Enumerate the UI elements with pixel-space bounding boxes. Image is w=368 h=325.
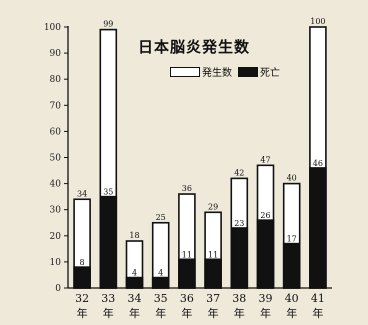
data-label-occurrence: 36	[182, 184, 192, 193]
x-category-number: 40	[285, 292, 299, 305]
data-label-occurrence: 99	[103, 20, 113, 29]
data-label-deaths: 46	[313, 159, 323, 168]
y-tick-label: 70	[50, 101, 62, 111]
y-tick-label: 30	[50, 206, 62, 216]
y-tick-label: 40	[50, 180, 62, 190]
x-category-number: 37	[206, 292, 220, 305]
data-label-occurrence: 47	[260, 155, 270, 164]
data-label-deaths: 4	[132, 269, 137, 278]
data-label-occurrence: 34	[77, 189, 87, 198]
bar-deaths	[282, 242, 301, 289]
data-label-occurrence: 25	[156, 213, 166, 222]
data-label-deaths: 17	[287, 235, 297, 244]
x-category-unit: 年	[77, 306, 88, 320]
data-label-occurrence: 40	[287, 174, 297, 183]
y-tick-label: 100	[44, 23, 61, 33]
data-label-deaths: 4	[158, 269, 163, 278]
bar-deaths	[99, 195, 118, 289]
data-label-occurrence: 100	[310, 17, 325, 26]
x-category-unit: 年	[155, 306, 166, 320]
y-tick-label: 10	[50, 258, 62, 268]
data-label-deaths: 11	[208, 250, 218, 259]
bar-deaths	[151, 276, 170, 289]
x-category-unit: 年	[260, 306, 271, 320]
bar-deaths	[178, 258, 196, 289]
chart-legend: 発生数 死亡	[170, 64, 280, 79]
data-label-occurrence: 42	[234, 168, 244, 177]
data-label-occurrence: 29	[208, 202, 218, 211]
chart-title: 日本脳炎発生数	[138, 38, 251, 56]
data-label-deaths: 8	[80, 258, 85, 267]
bar-deaths	[309, 167, 327, 289]
y-tick-label: 20	[50, 232, 62, 242]
data-label-occurrence: 18	[129, 231, 139, 240]
y-tick-label: 0	[55, 284, 61, 294]
x-category-number: 36	[180, 292, 194, 305]
legend-swatch-occurrence	[170, 66, 200, 77]
x-category-unit: 年	[208, 306, 219, 320]
x-category-number: 41	[311, 292, 325, 305]
y-tick-label: 80	[50, 75, 62, 85]
legend-swatch-deaths	[238, 66, 258, 77]
x-category-number: 34	[128, 292, 142, 305]
x-category-unit: 年	[129, 306, 140, 320]
y-tick-label: 90	[50, 49, 62, 59]
legend-label-occurrence: 発生数	[202, 68, 232, 79]
x-category-unit: 年	[234, 306, 245, 320]
x-category-number: 35	[154, 292, 168, 305]
legend-label-deaths: 死亡	[260, 68, 280, 79]
y-tick-label: 50	[50, 154, 62, 164]
x-category-unit: 年	[103, 306, 114, 320]
bar-deaths	[230, 227, 249, 289]
bar-deaths	[73, 266, 91, 289]
bar-deaths	[125, 276, 144, 289]
x-category-unit: 年	[181, 306, 192, 320]
data-label-deaths: 23	[234, 219, 244, 228]
bar-deaths	[256, 219, 275, 289]
bar-deaths	[204, 258, 222, 289]
x-category-number: 39	[259, 292, 273, 305]
data-label-deaths: 26	[260, 211, 270, 220]
x-category-unit: 年	[286, 306, 297, 320]
x-category-number: 38	[232, 292, 246, 305]
data-label-deaths: 11	[182, 250, 192, 259]
y-tick-label: 60	[50, 127, 62, 137]
x-category-number: 32	[75, 292, 89, 305]
x-category-number: 33	[101, 292, 115, 305]
x-category-unit: 年	[312, 306, 323, 320]
data-label-deaths: 35	[103, 188, 113, 197]
